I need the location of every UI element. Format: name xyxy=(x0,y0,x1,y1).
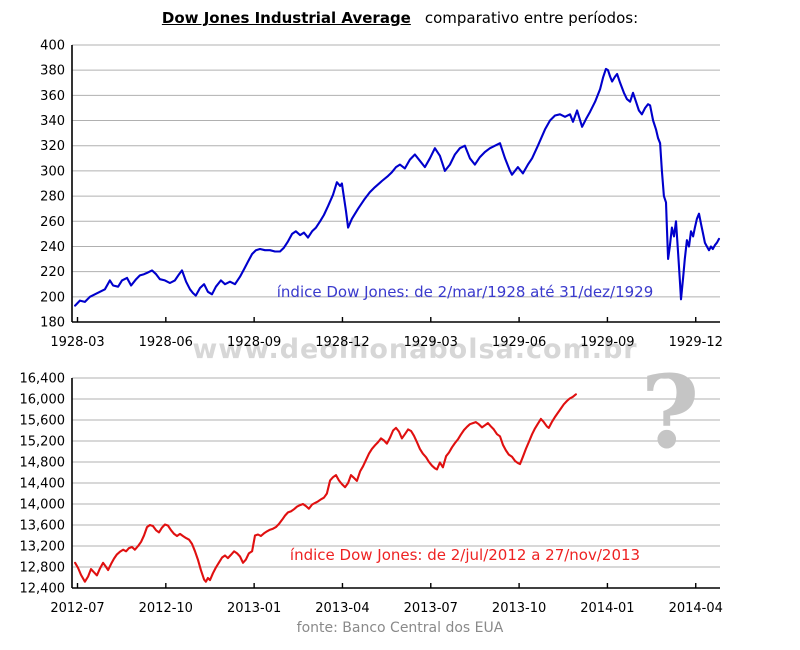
y-tick-label: 200 xyxy=(40,290,65,305)
x-tick-label: 1929-09 xyxy=(580,335,634,350)
x-tick-label: 1929-12 xyxy=(669,335,723,350)
y-tick-label: 300 xyxy=(40,164,65,179)
y-tick-label: 380 xyxy=(40,64,65,79)
y-tick-label: 280 xyxy=(40,190,65,205)
y-tick-label: 13,600 xyxy=(20,519,66,534)
chart-title-main: Dow Jones Industrial Average xyxy=(161,9,411,27)
y-tick-label: 14,000 xyxy=(20,498,66,513)
x-tick-label: 2012-07 xyxy=(50,601,104,616)
chart-title-subtitle: comparativo entre períodos: xyxy=(424,9,639,27)
y-tick-label: 260 xyxy=(40,215,65,230)
y-tick-label: 340 xyxy=(40,114,65,129)
source-footer: fonte: Banco Central dos EUA xyxy=(296,620,504,636)
x-tick-label: 2013-10 xyxy=(492,601,546,616)
y-tick-label: 320 xyxy=(40,139,65,154)
period-annotation-dow-jones-2012-2013: índice Dow Jones: de 2/jul/2012 a 27/nov… xyxy=(290,546,640,564)
x-tick-label: 2014-01 xyxy=(580,601,634,616)
x-tick-label: 1928-06 xyxy=(139,335,193,350)
y-tick-label: 360 xyxy=(40,89,65,104)
x-tick-label: 1929-06 xyxy=(492,335,546,350)
x-tick-label: 2013-01 xyxy=(227,601,281,616)
x-tick-label: 2013-07 xyxy=(404,601,458,616)
question-mark: ? xyxy=(640,353,700,471)
y-tick-label: 12,800 xyxy=(20,561,66,576)
chart-dow-jones-2012-2013: 12,400 12,800 13,200 13,600 14,000 14,400 14,8… xyxy=(20,372,723,617)
chart-dow-jones-1928-1929: 180 200 220 240 260 280 300 320 340 360 380 400 1928… xyxy=(40,39,723,351)
period-annotation-dow-jones-1928-1929: índice Dow Jones: de 2/mar/1928 até 31/d… xyxy=(277,283,654,301)
x-tick-label: 1928-09 xyxy=(227,335,281,350)
x-tick-label: 2014-04 xyxy=(669,601,723,616)
y-tick-label: 240 xyxy=(40,240,65,255)
y-tick-label: 14,400 xyxy=(20,477,66,492)
y-tick-label: 13,200 xyxy=(20,540,66,555)
y-tick-label: 16,400 xyxy=(20,372,66,387)
x-tick-label: 2013-04 xyxy=(315,601,369,616)
watermark-text: www.deolhonabolsa.com.br xyxy=(192,334,638,365)
page-title: Dow Jones Industrial Average comparativo … xyxy=(0,8,800,27)
series-line-dow-jones-1928-1929 xyxy=(74,67,721,307)
x-tick-label: 1929-03 xyxy=(404,335,458,350)
y-tick-label: 15,600 xyxy=(20,414,66,429)
y-tick-label: 14,800 xyxy=(20,456,66,471)
x-tick-label: 1928-12 xyxy=(315,335,369,350)
y-tick-label: 400 xyxy=(40,39,65,54)
y-tick-label: 15,200 xyxy=(20,435,66,450)
y-tick-label: 12,400 xyxy=(20,582,66,597)
y-tick-label: 16,000 xyxy=(20,393,66,408)
series-line-dow-jones-2012-2013 xyxy=(74,393,577,583)
y-tick-label: 220 xyxy=(40,265,65,280)
x-tick-label: 2012-10 xyxy=(139,601,193,616)
y-tick-label: 180 xyxy=(40,316,65,331)
x-tick-label: 1928-03 xyxy=(50,335,104,350)
